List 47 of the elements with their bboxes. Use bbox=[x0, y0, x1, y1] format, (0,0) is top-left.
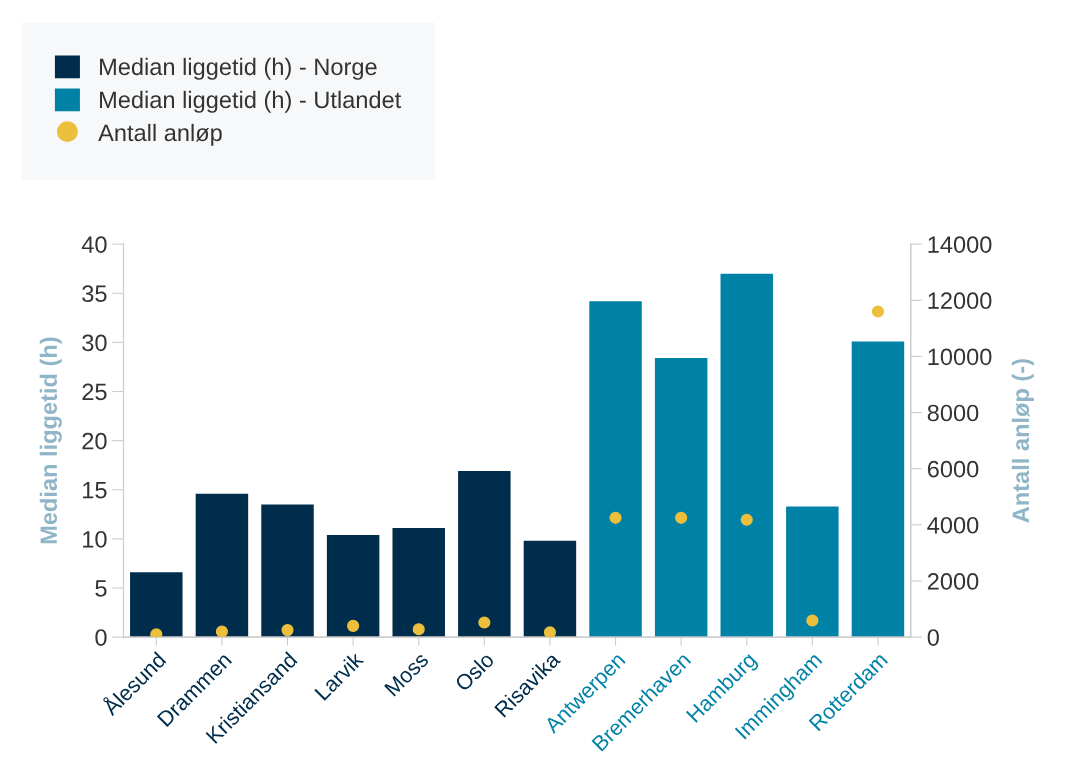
point bbox=[871, 305, 885, 318]
y2-tick-label: 12000 bbox=[928, 292, 992, 310]
y2-tick-label: 14000 bbox=[928, 236, 992, 253]
bar bbox=[261, 504, 314, 638]
point bbox=[675, 511, 688, 524]
y-tick-label: 15 bbox=[83, 482, 107, 499]
bar bbox=[654, 358, 708, 638]
bar bbox=[851, 341, 905, 638]
bar bbox=[458, 471, 511, 638]
y-tick-label: 40 bbox=[81, 236, 107, 253]
point bbox=[215, 625, 228, 638]
bar bbox=[589, 301, 642, 638]
bar bbox=[392, 528, 445, 638]
y-axis-title: Median liggetid (h) bbox=[39, 337, 62, 544]
point bbox=[150, 628, 163, 638]
bar bbox=[130, 572, 183, 638]
bar bbox=[195, 493, 249, 638]
point bbox=[281, 624, 294, 637]
point bbox=[478, 616, 491, 629]
point bbox=[543, 626, 557, 638]
y2-tick-label: 4000 bbox=[927, 516, 979, 534]
legend-label: Median liggetid (h) - Utlandet bbox=[100, 90, 402, 113]
point bbox=[740, 513, 753, 526]
point bbox=[806, 614, 819, 627]
y-tick-label: 25 bbox=[82, 383, 107, 401]
bar bbox=[720, 273, 773, 638]
point bbox=[347, 619, 360, 632]
y2-tick-label: 10000 bbox=[928, 348, 992, 366]
y2-axis-title: Antall anløp (-) bbox=[1011, 359, 1034, 523]
y-tick-label: 30 bbox=[82, 334, 107, 352]
bar bbox=[523, 540, 577, 638]
y2-tick-label: 2000 bbox=[927, 573, 979, 590]
y-tick-label: 10 bbox=[83, 530, 107, 548]
y-tick-label: 5 bbox=[95, 580, 107, 597]
y2-tick-label: 8000 bbox=[927, 404, 979, 422]
y2-tick-label: 6000 bbox=[927, 460, 979, 478]
x-tick-label: Oslo bbox=[453, 650, 495, 693]
point bbox=[609, 511, 622, 524]
y-tick-label: 0 bbox=[95, 629, 107, 646]
legend-label: Median liggetid (h) - Norge bbox=[100, 57, 377, 80]
y-tick-label: 35 bbox=[82, 285, 107, 303]
y2-tick-label: 0 bbox=[927, 629, 939, 646]
bar bbox=[786, 506, 839, 638]
bar bbox=[326, 534, 380, 638]
point bbox=[412, 623, 425, 636]
y-tick-label: 20 bbox=[82, 432, 107, 450]
legend-label: Antall anløp bbox=[98, 123, 222, 146]
